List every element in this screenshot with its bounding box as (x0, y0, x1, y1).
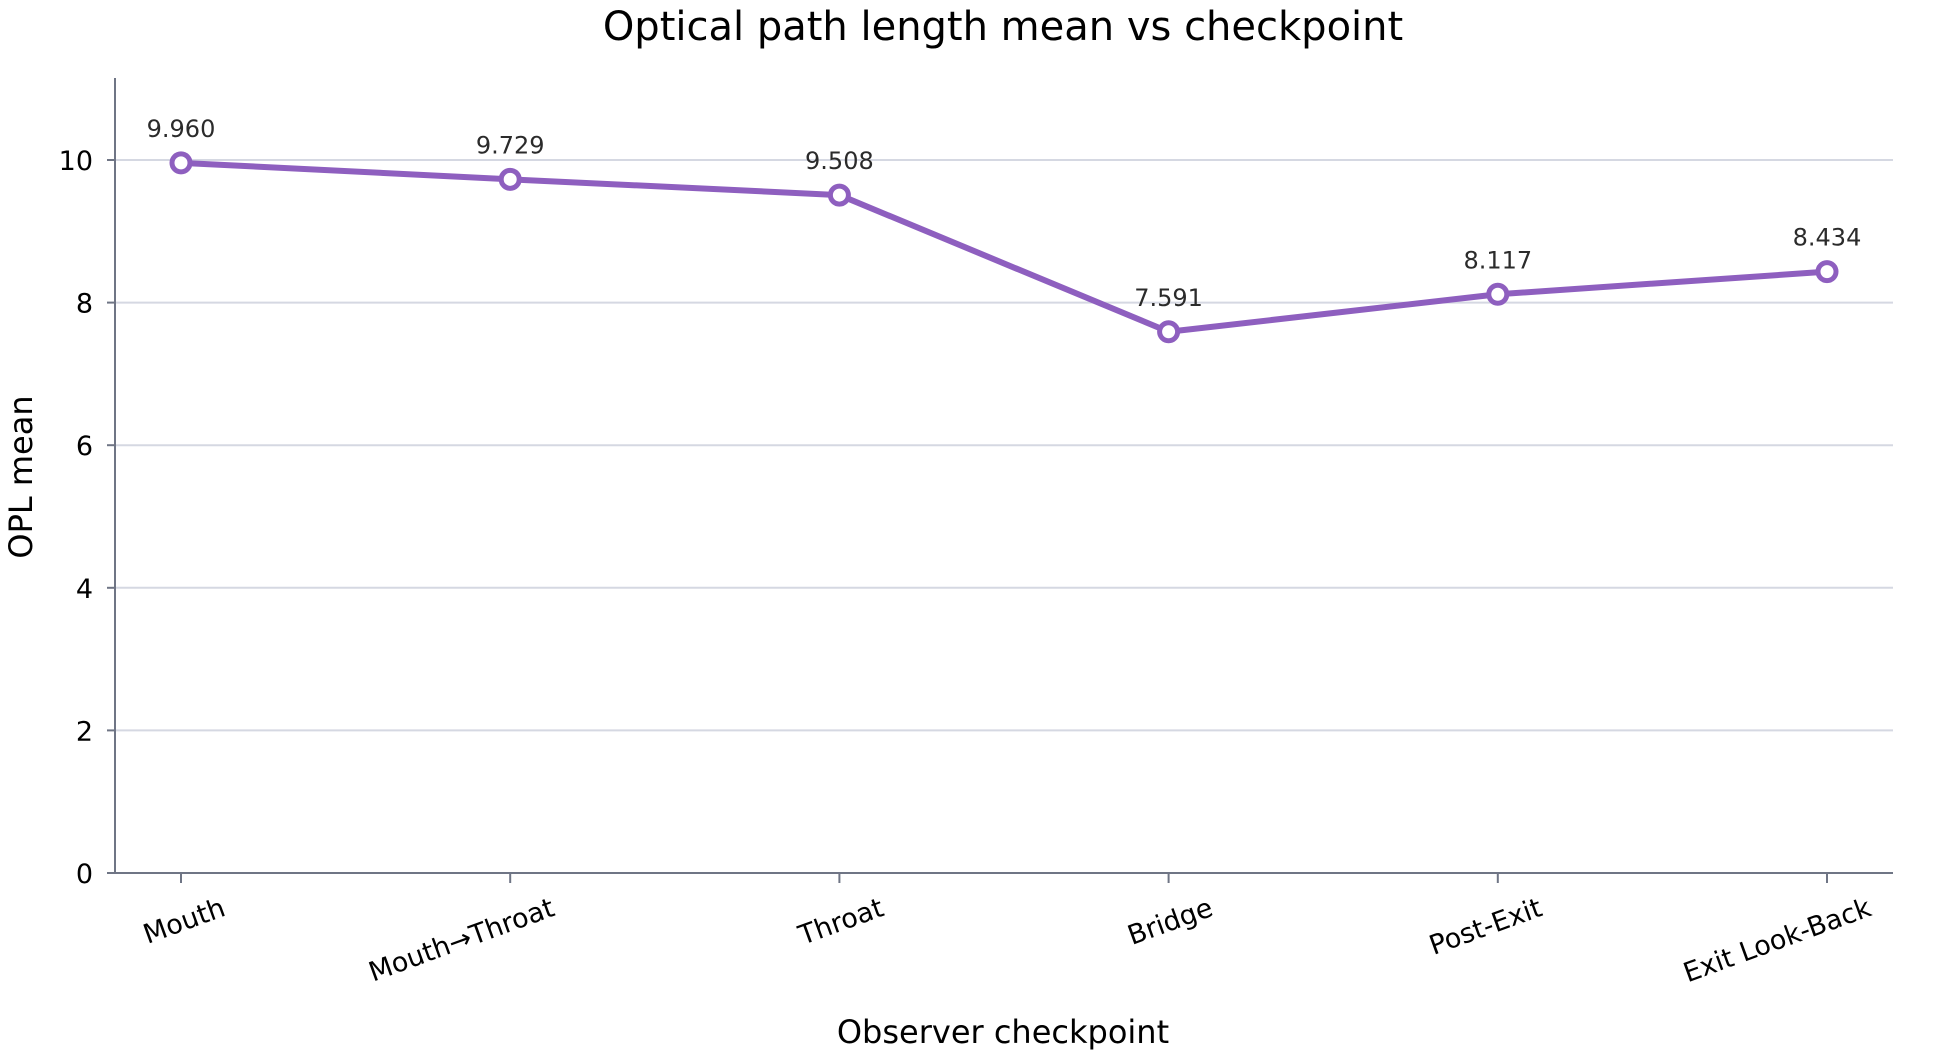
y-tick-label: 6 (76, 431, 93, 462)
data-points (169, 151, 1839, 344)
y-tick-label: 8 (76, 289, 93, 320)
data-point (1815, 260, 1839, 284)
x-axis-label: Observer checkpoint (837, 1013, 1169, 1051)
data-point (827, 183, 851, 207)
y-axis-ticks: 0 2 4 6 8 10 (59, 146, 115, 890)
gridlines (115, 158, 1893, 732)
data-point (1157, 320, 1181, 344)
data-label: 9.508 (805, 147, 874, 175)
data-label: 9.960 (147, 115, 216, 143)
data-labels: 9.960 9.729 9.508 7.591 8.117 8.434 (147, 115, 1862, 312)
x-tick-label: Exit Look-Back (1679, 892, 1875, 989)
y-tick-label: 4 (76, 574, 93, 605)
data-point (498, 167, 522, 191)
x-tick-label: Bridge (1124, 892, 1217, 951)
data-point (169, 151, 193, 175)
data-point (1486, 282, 1510, 306)
x-tick-label: Post-Exit (1425, 892, 1546, 961)
x-tick-label: Throat (794, 892, 888, 951)
data-label: 7.591 (1134, 284, 1203, 312)
y-axis-label: OPL mean (2, 395, 40, 558)
y-tick-label: 10 (59, 146, 93, 177)
data-label: 8.117 (1463, 246, 1532, 274)
chart-title: Optical path length mean vs checkpoint (603, 4, 1403, 50)
y-tick-label: 2 (76, 716, 93, 747)
y-tick-label: 0 (76, 859, 93, 890)
data-label: 8.434 (1793, 224, 1862, 252)
data-label: 9.729 (476, 131, 545, 159)
x-tick-label: Mouth (139, 892, 229, 950)
x-tick-label: Mouth→Throat (365, 892, 559, 988)
series-line (178, 159, 1830, 335)
x-axis-ticks: Mouth Mouth→Throat Throat Bridge Post-Exit Ex… (139, 873, 1876, 989)
